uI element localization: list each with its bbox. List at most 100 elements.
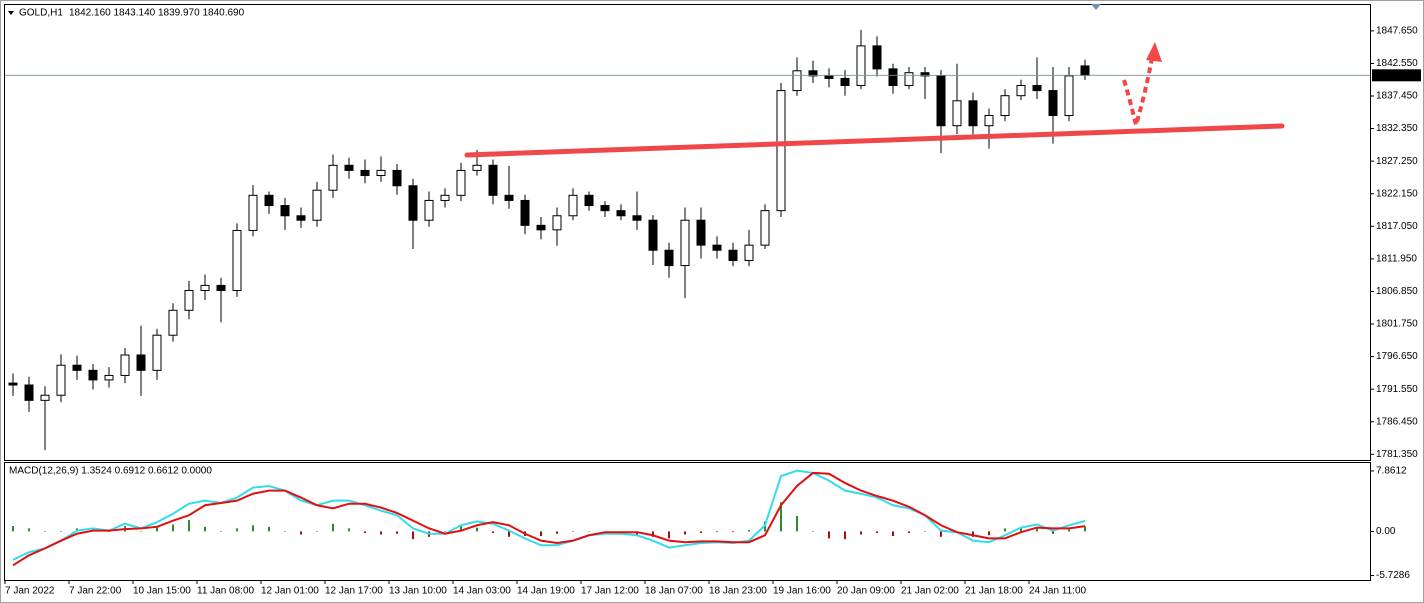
candle-body [72,364,82,371]
histogram-bar [1084,526,1086,532]
y-tick-label: 1842.550 [1376,58,1418,69]
x-tick-label: 18 Jan 07:00 [645,586,703,597]
x-tick-label: 20 Jan 09:00 [837,586,895,597]
histogram-bar [588,531,590,532]
macd-title: MACD(12,26,9) 1.3524 0.6912 0.6612 0.000… [9,466,212,477]
candle-body [664,249,674,267]
candle-body [808,70,818,77]
candle-body [920,72,930,77]
candle-body [760,210,770,246]
histogram-bar [668,531,670,539]
candle-body [312,189,322,221]
histogram-bar [332,523,334,532]
candle-body [40,394,50,401]
y-tick-label: 1837.450 [1376,91,1418,102]
candle-body [744,244,754,261]
candle-body [344,164,354,171]
y-tick-label: 1811.950 [1376,254,1417,265]
candle-body [824,75,834,79]
histogram-bar [652,531,654,537]
candle-body [952,100,962,127]
candle-body [584,194,594,207]
y-tick-label: 1817.050 [1376,221,1418,232]
histogram-bar [396,531,398,534]
histogram-bar [892,531,894,537]
histogram-bar [476,527,478,532]
candle-body [1032,84,1042,92]
histogram-bar [1020,526,1022,532]
x-tick-label: 7 Jan 2022 [5,586,55,597]
candle-body [520,199,530,226]
x-tick-label: 10 Jan 15:00 [133,586,191,597]
histogram-bar [316,531,318,532]
candle-body [472,164,482,171]
histogram-bar [204,526,206,532]
candle-body [440,194,450,201]
histogram-bar [348,528,350,532]
macd-line [12,469,1086,561]
candle-body [88,369,98,381]
histogram-bar [108,531,110,532]
y-tick-label: 1801.750 [1376,319,1418,330]
candle-body [120,354,130,376]
x-tick-label: 17 Jan 12:00 [581,586,639,597]
candle-body [296,215,306,221]
candle-body [136,354,146,371]
histogram-bar [860,531,862,535]
candle-body [280,205,290,217]
histogram-bar [460,526,462,532]
histogram-bar [780,502,782,532]
candle-body [632,215,642,221]
histogram-bar [1068,528,1070,532]
menu-arrow[interactable] [8,11,14,15]
shift-marker[interactable] [1091,4,1101,10]
candle-body [56,364,66,396]
x-tick-label: 21 Jan 02:00 [901,586,959,597]
candle-body [264,194,274,207]
candle-body [376,169,386,177]
forecast-arrow-head [1146,42,1162,62]
forecast-arrow [1122,57,1154,133]
y-tick-label: 1832.350 [1376,123,1418,134]
x-tick-label: 21 Jan 18:00 [965,586,1023,597]
histogram-bar [380,531,382,535]
histogram-bar [972,531,974,537]
candle-body [856,45,866,86]
histogram-bar [796,516,798,532]
y-tick-label: 0.00 [1376,526,1396,537]
x-tick-label: 18 Jan 23:00 [709,586,767,597]
histogram-bar [732,531,734,533]
candle-body [168,309,178,336]
candle-body [936,75,946,127]
candle-body [24,384,34,401]
y-tick-label: 1781.350 [1376,449,1418,460]
candle-body [408,185,418,221]
macd-panel [4,462,1371,581]
y-tick-label: 1822.150 [1376,188,1418,199]
histogram-bar [172,524,174,532]
histogram-bar [60,531,62,532]
candle-body [776,90,786,212]
candle-body [200,284,210,291]
histogram-bar [284,531,286,532]
macd-line [12,471,1086,567]
histogram-bar [700,531,702,533]
x-tick-label: 14 Jan 03:00 [453,586,511,597]
candle-body [552,215,562,231]
candle-body [536,224,546,231]
candle-body [456,169,466,196]
x-tick-label: 7 Jan 22:00 [69,586,122,597]
candle-body [8,382,18,386]
candle-body [328,164,338,191]
histogram-bar [828,531,830,539]
candle-body [568,194,578,217]
y-tick-label: 1827.250 [1376,156,1418,167]
candle-body [712,244,722,251]
y-tick-label: -5.7286 [1376,570,1410,581]
candle-body [392,169,402,187]
candle-body [680,219,690,267]
histogram-bar [140,531,142,532]
histogram-bar [940,531,942,537]
candle-body [248,194,258,231]
x-tick-label: 12 Jan 01:00 [261,586,319,597]
